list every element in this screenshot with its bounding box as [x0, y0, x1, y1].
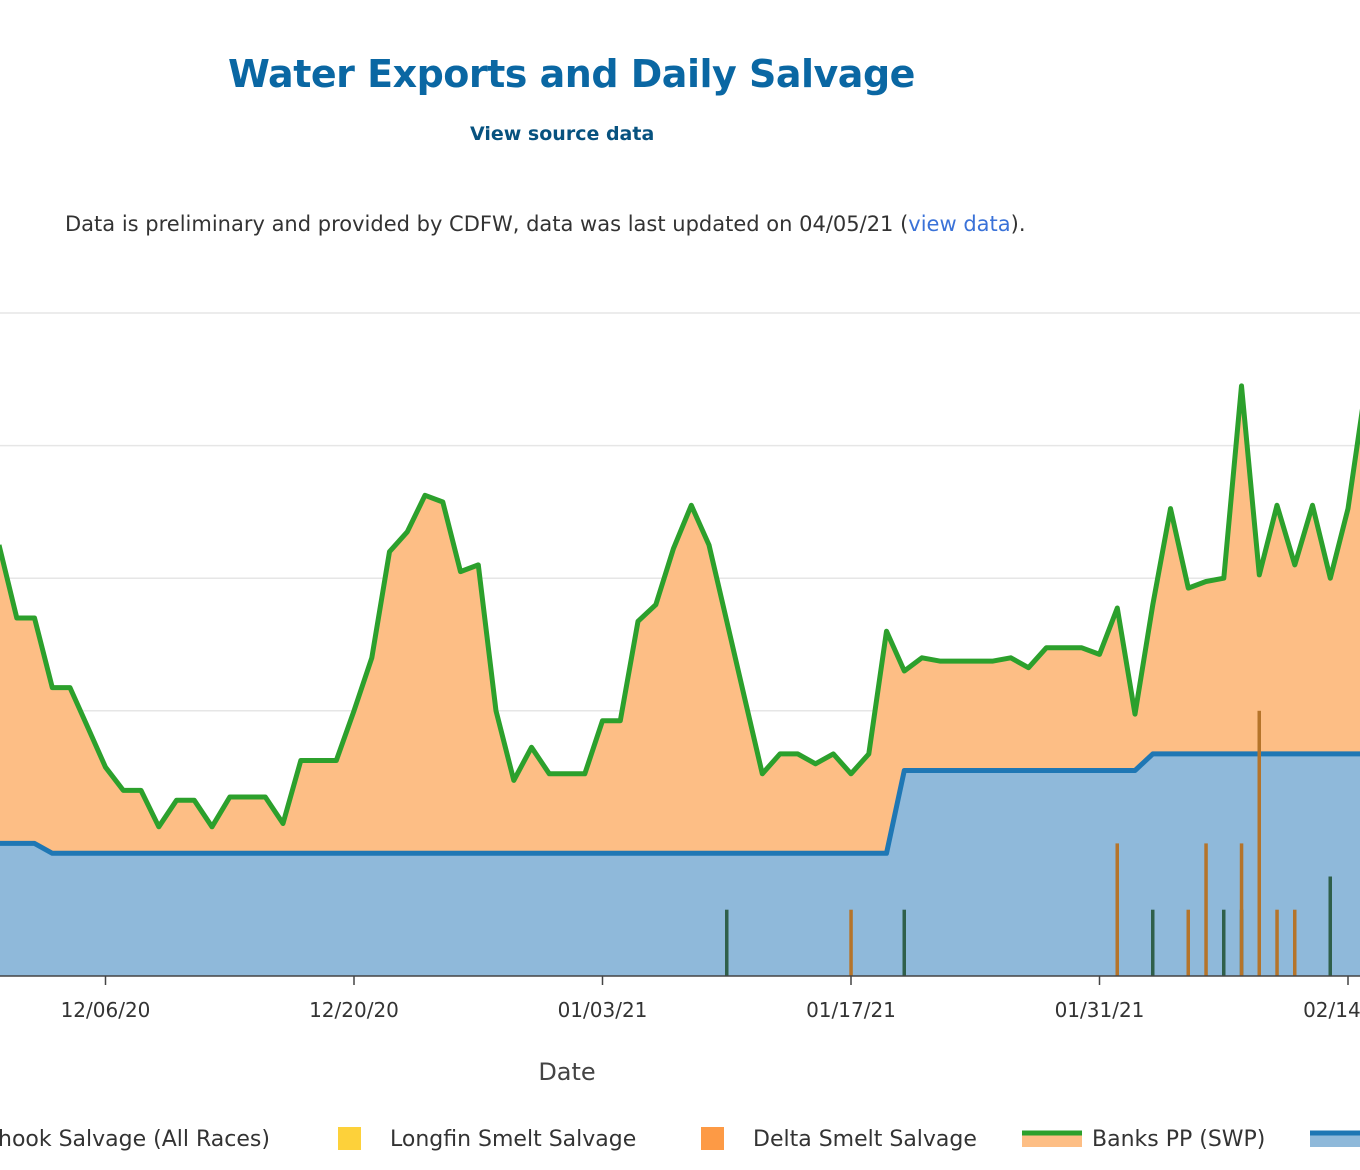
page-title: Water Exports and Daily Salvage [228, 52, 915, 96]
delta-smelt-salvage-bar [1275, 909, 1279, 976]
x-axis-title: Date [538, 1058, 595, 1086]
chinook-salvage-bar [725, 909, 729, 976]
x-tick-label: 01/03/21 [558, 998, 648, 1022]
x-tick-label: 12/20/20 [309, 998, 399, 1022]
delta-smelt-salvage-bar [1204, 843, 1208, 976]
cvp-exports-line [0, 751, 1360, 856]
data-note-text: Data is preliminary and provided by CDFW… [65, 212, 909, 236]
view-data-link[interactable]: view data [908, 212, 1011, 236]
chinook-salvage-bar [902, 909, 906, 976]
delta-smelt-salvage-bar [1293, 909, 1297, 976]
banks-pp-line [0, 383, 1360, 830]
x-axis-ticks: 12/06/20 12/20/20 01/03/21 01/17/21 01/31/21… [61, 976, 1360, 1022]
legend-swatch-longfin [338, 1127, 361, 1150]
legend-swatch-cvp-fill [1310, 1133, 1360, 1147]
delta-smelt-salvage-bar [1257, 710, 1261, 976]
legend-swatch-banks-fill [1022, 1133, 1082, 1147]
delta-smelt-salvage-bar [1186, 909, 1190, 976]
legend-label-delta-smelt: Delta Smelt Salvage [753, 1127, 977, 1152]
cvp-exports-area [0, 753, 1360, 976]
data-note-end: ). [1010, 212, 1026, 236]
chinook-salvage-bar [1328, 876, 1332, 976]
legend-label-banks: Banks PP (SWP) [1092, 1127, 1265, 1152]
delta-smelt-salvage-bar [1239, 843, 1244, 976]
salvage-bars [725, 710, 1332, 976]
x-tick-label: 12/06/20 [61, 998, 151, 1022]
delta-smelt-salvage-bar [849, 909, 853, 976]
delta-smelt-salvage-bar [1115, 843, 1119, 976]
chinook-salvage-bar [1222, 909, 1226, 976]
legend-swatch-delta-smelt [701, 1127, 724, 1150]
legend: hook Salvage (All Races) Longfin Smelt Sa… [0, 1127, 1360, 1152]
x-tick-label: 01/31/21 [1055, 998, 1145, 1022]
data-note: Data is preliminary and provided by CDFW… [65, 212, 1026, 236]
legend-label-chinook: hook Salvage (All Races) [0, 1127, 270, 1152]
legend-label-longfin: Longfin Smelt Salvage [390, 1127, 636, 1152]
chinook-salvage-bar [1151, 909, 1155, 976]
view-source-data-link[interactable]: View source data [470, 123, 655, 145]
x-tick-label: 01/17/21 [806, 998, 896, 1022]
x-tick-label: 02/14/21 [1303, 998, 1360, 1022]
